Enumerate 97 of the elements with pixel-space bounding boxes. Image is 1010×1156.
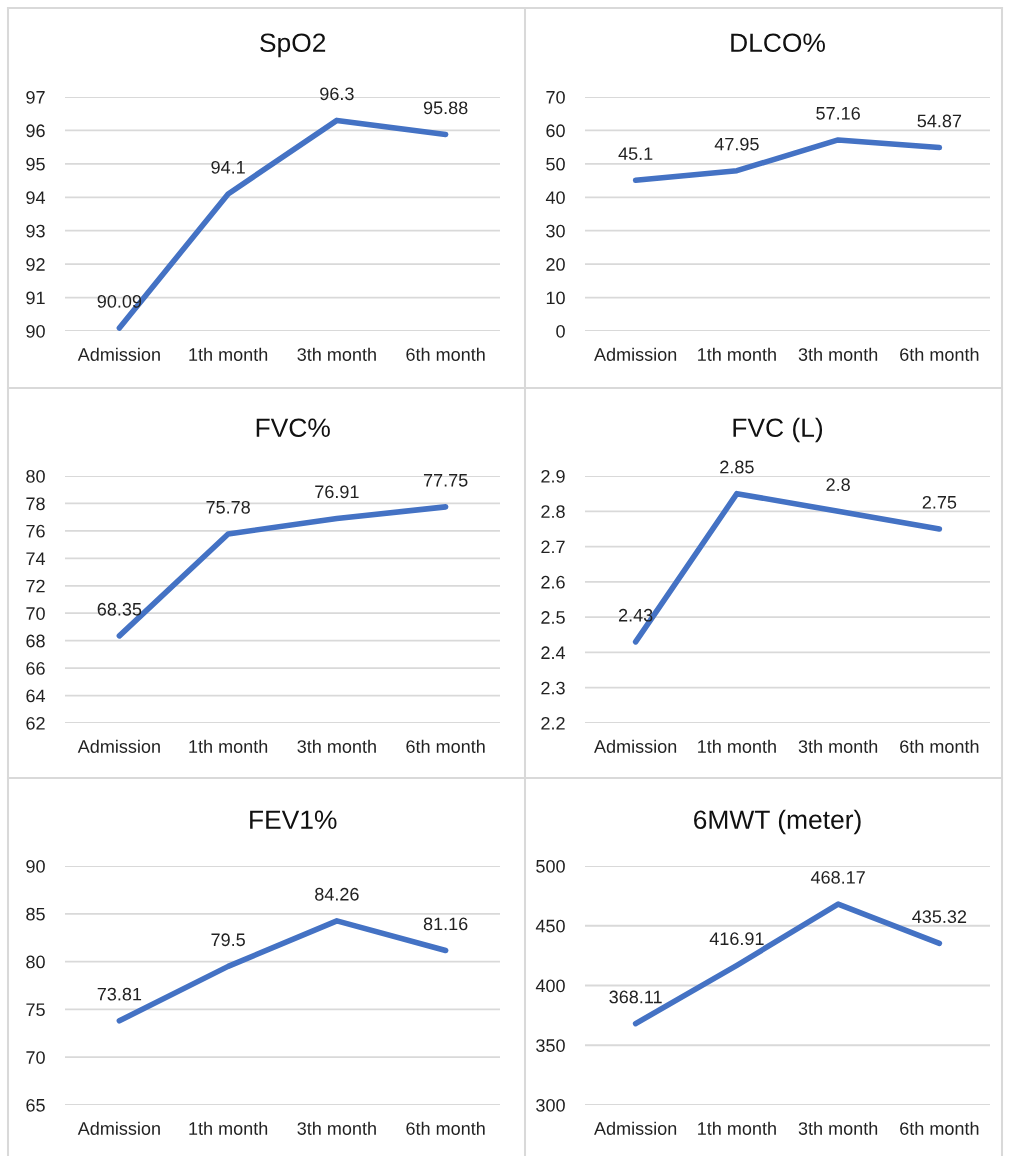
data-label: 2.75 bbox=[922, 495, 957, 509]
y-tick-label: 80 bbox=[26, 469, 45, 483]
x-tick-label: Admission bbox=[594, 1121, 677, 1135]
y-tick-label: 2.3 bbox=[541, 681, 565, 695]
x-tick-label: 1th month bbox=[698, 347, 776, 361]
y-tick-label: 2.4 bbox=[541, 646, 566, 659]
y-tick-label: 93 bbox=[26, 224, 45, 238]
y-tick-label: 90 bbox=[26, 859, 45, 873]
y-tick-label: 80 bbox=[26, 955, 45, 969]
y-tick-label: 75 bbox=[26, 1003, 45, 1017]
y-tick-label: 65 bbox=[26, 1098, 45, 1112]
y-tick-label: 90 bbox=[26, 324, 45, 338]
data-label: 95.88 bbox=[423, 101, 468, 115]
y-tick-label: 70 bbox=[26, 607, 45, 620]
chart-title: FEV1% bbox=[250, 810, 337, 829]
x-tick-label: Admission bbox=[594, 347, 677, 361]
data-label: 77.75 bbox=[423, 474, 468, 487]
x-tick-label: 1th month bbox=[698, 739, 776, 753]
data-label: 45.1 bbox=[618, 147, 653, 160]
data-label: 75.78 bbox=[206, 500, 250, 514]
data-label: 96.3 bbox=[320, 87, 354, 101]
data-label: 416.91 bbox=[709, 932, 764, 946]
data-label: 84.26 bbox=[315, 887, 359, 901]
x-tick-label: 3th month bbox=[798, 1121, 878, 1135]
y-tick-label: 30 bbox=[546, 224, 565, 238]
data-label: 68.35 bbox=[97, 602, 142, 616]
x-tick-label: 6th month bbox=[406, 1121, 485, 1135]
chart-title: DLCO% bbox=[731, 33, 825, 53]
y-tick-label: 92 bbox=[26, 258, 45, 271]
x-tick-label: Admission bbox=[594, 739, 677, 753]
data-label: 435.32 bbox=[912, 910, 967, 924]
x-tick-label: 6th month bbox=[900, 1121, 979, 1135]
x-tick-label: Admission bbox=[77, 1121, 160, 1135]
data-label: 47.95 bbox=[714, 137, 759, 151]
y-tick-label: 2.6 bbox=[541, 575, 565, 589]
y-tick-label: 2.5 bbox=[541, 611, 565, 624]
x-tick-label: 6th month bbox=[406, 347, 485, 361]
data-label: 2.85 bbox=[720, 460, 754, 474]
y-tick-label: 64 bbox=[26, 689, 46, 703]
y-tick-label: 76 bbox=[26, 524, 45, 538]
y-tick-label: 20 bbox=[546, 258, 565, 271]
x-tick-label: 1th month bbox=[189, 739, 268, 753]
x-tick-label: 6th month bbox=[900, 739, 979, 753]
y-tick-label: 85 bbox=[26, 907, 45, 921]
data-label: 57.16 bbox=[816, 106, 860, 120]
x-tick-label: 1th month bbox=[698, 1121, 776, 1135]
x-tick-label: 3th month bbox=[297, 347, 376, 361]
x-tick-label: 3th month bbox=[798, 739, 878, 753]
data-label: 76.91 bbox=[315, 485, 359, 499]
y-tick-label: 66 bbox=[26, 662, 45, 675]
chart-title: SpO2 bbox=[260, 33, 326, 58]
y-tick-label: 500 bbox=[536, 859, 565, 873]
x-tick-label: 3th month bbox=[798, 347, 878, 361]
y-tick-label: 2.7 bbox=[541, 540, 565, 554]
chart-title: FVC (L) bbox=[733, 417, 823, 443]
y-tick-label: 70 bbox=[546, 90, 565, 104]
y-tick-label: 2.8 bbox=[541, 505, 565, 519]
x-tick-label: 3th month bbox=[297, 739, 376, 753]
y-tick-label: 94 bbox=[26, 191, 46, 205]
chart-title: 6MWT (meter) bbox=[694, 809, 861, 835]
y-tick-label: 400 bbox=[535, 979, 565, 993]
data-label: 368.11 bbox=[609, 990, 662, 1004]
y-tick-label: 2.9 bbox=[541, 469, 565, 483]
data-label: 2.8 bbox=[826, 478, 850, 492]
x-tick-label: 6th month bbox=[900, 347, 979, 361]
data-label: 468.17 bbox=[810, 871, 865, 884]
y-tick-label: 50 bbox=[546, 157, 565, 171]
y-tick-label: 350 bbox=[536, 1039, 565, 1052]
data-label: 73.81 bbox=[97, 987, 142, 1001]
chart-title: FVC% bbox=[256, 418, 330, 438]
y-tick-label: 10 bbox=[546, 291, 565, 305]
x-tick-label: 3th month bbox=[297, 1121, 376, 1135]
x-tick-label: Admission bbox=[77, 347, 160, 361]
y-tick-label: 40 bbox=[545, 191, 565, 205]
y-tick-label: 96 bbox=[26, 124, 45, 138]
y-tick-label: 97 bbox=[26, 90, 45, 104]
y-tick-label: 2.2 bbox=[541, 716, 565, 730]
x-tick-label: Admission bbox=[77, 739, 160, 753]
data-label: 54.87 bbox=[917, 114, 962, 128]
x-tick-label: 6th month bbox=[406, 739, 485, 753]
y-tick-label: 62 bbox=[26, 716, 45, 730]
y-tick-label: 70 bbox=[26, 1051, 45, 1064]
y-tick-label: 74 bbox=[26, 552, 46, 565]
x-tick-label: 1th month bbox=[189, 1121, 268, 1135]
data-label: 81.16 bbox=[423, 917, 468, 931]
y-tick-label: 95 bbox=[26, 157, 45, 171]
data-label: 94.1 bbox=[211, 160, 245, 174]
y-tick-label: 60 bbox=[546, 124, 565, 138]
x-tick-label: 1th month bbox=[189, 347, 268, 361]
y-tick-label: 450 bbox=[535, 919, 565, 933]
data-label: 79.5 bbox=[211, 933, 245, 947]
y-tick-label: 72 bbox=[26, 579, 45, 593]
y-tick-label: 78 bbox=[26, 497, 45, 511]
y-tick-label: 300 bbox=[536, 1098, 565, 1112]
y-tick-label: 0 bbox=[556, 324, 565, 338]
y-tick-label: 68 bbox=[26, 634, 45, 648]
y-tick-label: 91 bbox=[26, 291, 45, 305]
